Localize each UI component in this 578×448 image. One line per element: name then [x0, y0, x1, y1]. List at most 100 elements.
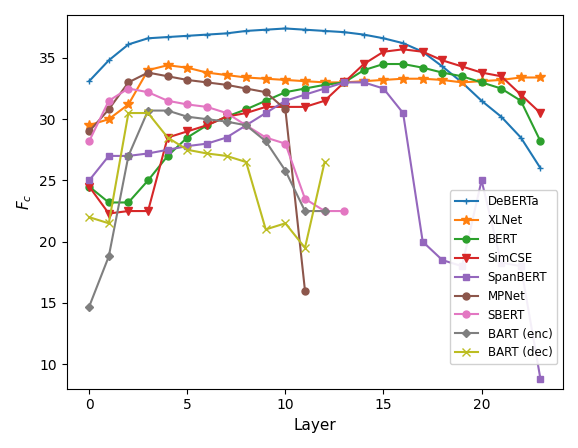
BART (dec)	[223, 153, 230, 159]
SimCSE	[517, 92, 524, 97]
DeBERTa	[86, 78, 92, 84]
SpanBERT	[399, 110, 406, 116]
DeBERTa	[439, 64, 446, 69]
XLNet	[498, 77, 505, 82]
SBERT	[164, 98, 171, 103]
MPNet	[184, 77, 191, 82]
BERT	[321, 82, 328, 87]
BART (enc)	[86, 304, 92, 309]
XLNet	[517, 75, 524, 80]
BART (dec)	[164, 135, 171, 140]
XLNet	[341, 80, 348, 85]
MPNet	[125, 80, 132, 85]
Line: SpanBERT: SpanBERT	[86, 79, 544, 383]
SpanBERT	[341, 80, 348, 85]
SpanBERT	[439, 257, 446, 263]
DeBERTa	[243, 28, 250, 34]
SimCSE	[439, 58, 446, 63]
SimCSE	[399, 47, 406, 52]
SpanBERT	[478, 178, 485, 183]
MPNet	[262, 90, 269, 95]
BART (enc)	[125, 153, 132, 159]
SimCSE	[144, 208, 151, 214]
SimCSE	[105, 211, 112, 216]
BART (enc)	[164, 108, 171, 113]
SpanBERT	[203, 141, 210, 146]
XLNet	[419, 76, 426, 82]
SBERT	[144, 90, 151, 95]
XLNet	[203, 70, 210, 75]
XLNet	[399, 76, 406, 82]
SpanBERT	[498, 260, 505, 265]
SpanBERT	[125, 153, 132, 159]
BERT	[517, 98, 524, 103]
XLNet	[164, 63, 171, 68]
SimCSE	[262, 104, 269, 110]
SpanBERT	[184, 143, 191, 149]
SimCSE	[498, 73, 505, 79]
BERT	[399, 61, 406, 67]
SBERT	[302, 196, 309, 202]
BERT	[184, 135, 191, 140]
XLNet	[321, 80, 328, 85]
BERT	[302, 86, 309, 91]
XLNet	[439, 77, 446, 82]
Line: BART (enc): BART (enc)	[86, 108, 327, 310]
XLNet	[537, 75, 544, 80]
BART (enc)	[184, 114, 191, 119]
DeBERTa	[125, 42, 132, 47]
XLNet	[380, 77, 387, 82]
SimCSE	[203, 123, 210, 128]
XLNet	[262, 76, 269, 82]
BART (dec)	[86, 215, 92, 220]
SpanBERT	[105, 153, 112, 159]
XLNet	[361, 78, 368, 84]
MPNet	[164, 73, 171, 79]
SimCSE	[282, 104, 289, 110]
SBERT	[282, 141, 289, 146]
BART (enc)	[144, 108, 151, 113]
SBERT	[341, 208, 348, 214]
XLNet	[458, 80, 465, 85]
BERT	[341, 80, 348, 85]
BART (dec)	[321, 159, 328, 165]
SimCSE	[86, 184, 92, 189]
SBERT	[243, 123, 250, 128]
BERT	[144, 178, 151, 183]
SpanBERT	[321, 86, 328, 91]
MPNet	[105, 107, 112, 112]
BERT	[458, 73, 465, 79]
SpanBERT	[361, 80, 368, 85]
SimCSE	[458, 64, 465, 69]
SBERT	[125, 86, 132, 91]
SimCSE	[184, 129, 191, 134]
MPNet	[86, 129, 92, 134]
Line: DeBERTa: DeBERTa	[86, 25, 544, 172]
BART (enc)	[105, 254, 112, 259]
BART (enc)	[321, 208, 328, 214]
BERT	[361, 68, 368, 73]
SpanBERT	[458, 263, 465, 269]
DeBERTa	[144, 35, 151, 41]
SimCSE	[302, 104, 309, 110]
SpanBERT	[262, 110, 269, 116]
BERT	[478, 80, 485, 85]
XLNet	[125, 102, 132, 107]
BERT	[419, 65, 426, 70]
Line: XLNet: XLNet	[84, 60, 545, 130]
SimCSE	[164, 135, 171, 140]
BART (dec)	[282, 220, 289, 226]
SpanBERT	[517, 263, 524, 269]
BART (dec)	[144, 110, 151, 116]
BART (enc)	[203, 116, 210, 122]
SimCSE	[478, 70, 485, 75]
SimCSE	[341, 80, 348, 85]
BERT	[203, 123, 210, 128]
XLNet	[478, 78, 485, 84]
BART (enc)	[223, 119, 230, 124]
BART (dec)	[302, 245, 309, 250]
DeBERTa	[184, 33, 191, 39]
BERT	[223, 114, 230, 119]
BERT	[105, 200, 112, 205]
SBERT	[203, 104, 210, 110]
